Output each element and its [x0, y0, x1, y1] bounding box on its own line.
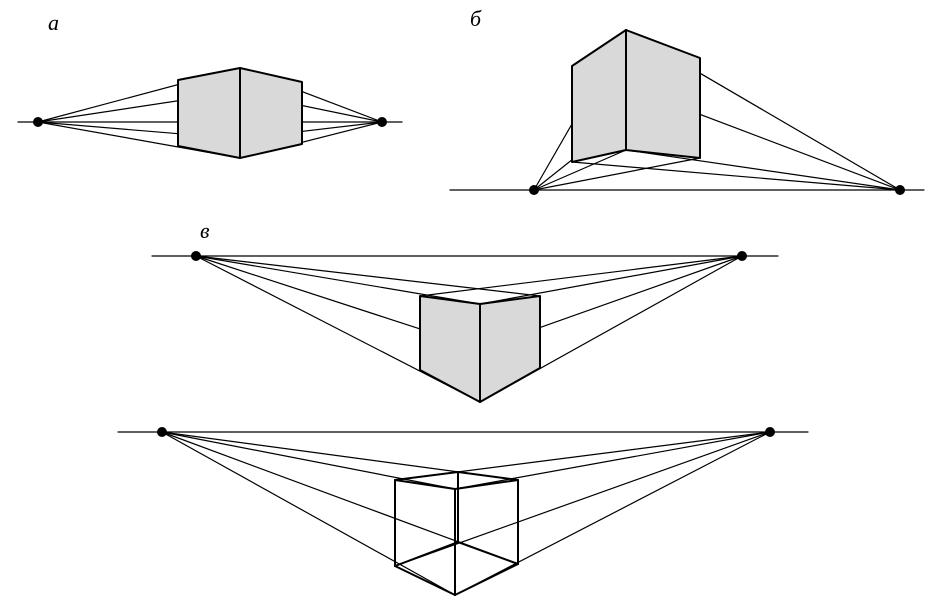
perspective-diagram	[0, 0, 940, 615]
label-v: в	[200, 218, 210, 244]
label-a: а	[48, 10, 59, 36]
label-b: б	[470, 6, 481, 32]
